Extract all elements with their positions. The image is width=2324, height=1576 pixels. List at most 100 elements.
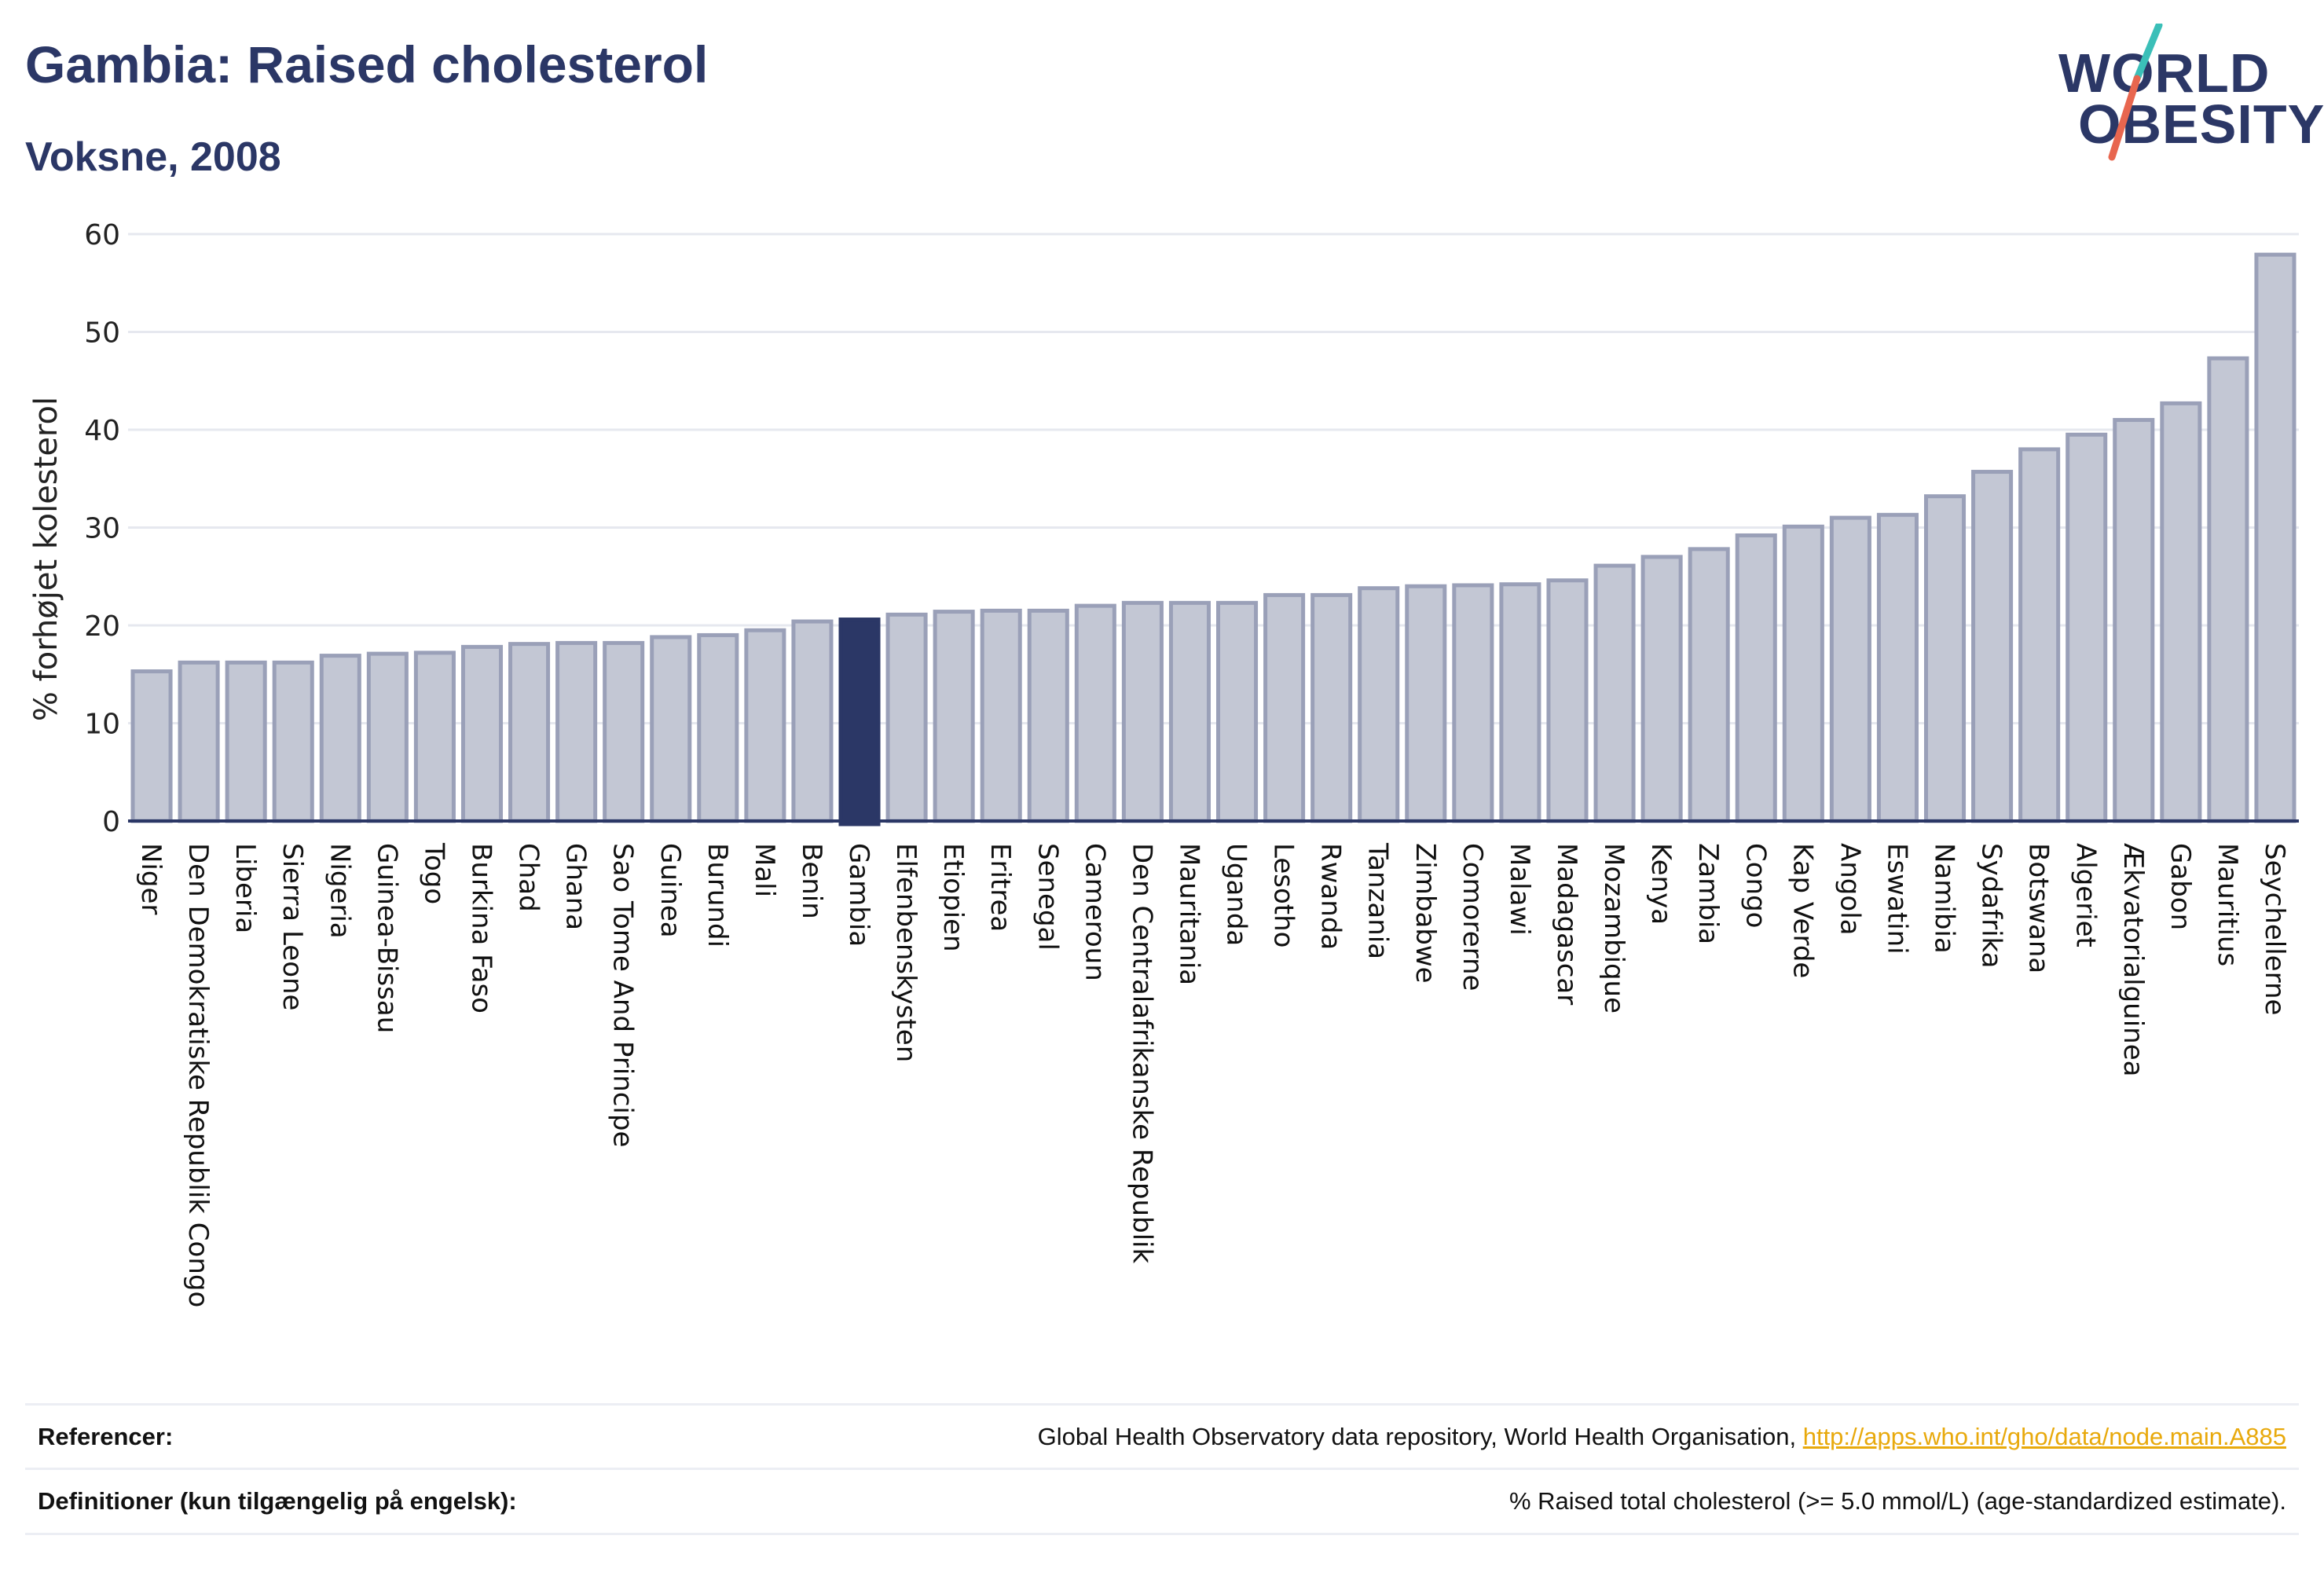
x-tick-label: Cameroun <box>1079 843 1110 981</box>
x-tick-label: Burundi <box>702 843 733 947</box>
x-tick-label: Congo <box>1739 843 1771 928</box>
x-tick-label: Mali <box>749 843 780 897</box>
x-tick-label: Kap Verde <box>1787 843 1818 978</box>
bar <box>555 640 598 823</box>
bar <box>366 651 409 823</box>
x-tick-label: Niger <box>135 843 167 914</box>
y-tick-label: 0 <box>102 806 120 838</box>
x-tick-label: Burkina Faso <box>465 843 497 1013</box>
x-tick-label: Guinea <box>654 843 686 938</box>
y-tick-label: 40 <box>84 415 120 447</box>
bar <box>650 635 692 823</box>
definitions-row: Definitioner (kun tilgængelig på engelsk… <box>25 1468 2299 1535</box>
references-label: Referencer: <box>38 1423 174 1450</box>
bar <box>1876 512 1919 823</box>
logo-line-1: WORLD <box>2058 42 2271 104</box>
x-tick-label: Nigeria <box>324 843 355 939</box>
bar <box>413 651 456 823</box>
x-tick-label: Seychellerne <box>2259 843 2290 1015</box>
references-row: Referencer: Global Health Observatory da… <box>25 1403 2299 1468</box>
x-tick-label: Togo <box>418 842 449 904</box>
x-tick-label: Chad <box>513 843 544 912</box>
bar <box>1593 563 1636 823</box>
x-tick-label: Gambia <box>843 843 874 947</box>
bar <box>1546 578 1589 823</box>
bar <box>130 669 173 823</box>
x-tick-label: Botswana <box>2023 843 2055 973</box>
bar <box>1452 583 1494 823</box>
references-value: Global Health Observatory data repositor… <box>1038 1423 2299 1451</box>
chart-subtitle: Voksne, 2008 <box>25 134 281 180</box>
x-tick-label: Rwanda <box>1315 843 1347 950</box>
x-tick-label: Mozambique <box>1598 843 1629 1013</box>
x-tick-label: Angola <box>1834 843 1865 935</box>
x-tick-label: Uganda <box>1221 843 1252 946</box>
bar <box>603 640 645 823</box>
x-tick-label: Den Demokratiske Republik Congo <box>182 843 214 1307</box>
x-tick-label: Senegal <box>1032 843 1063 951</box>
x-tick-label: Eswatini <box>1881 843 1912 955</box>
bar <box>2207 356 2249 823</box>
x-tick-label: Den Centralafrikanske Republik <box>1126 843 1157 1263</box>
x-tick-label: Ækvatorialguinea <box>2117 843 2149 1076</box>
y-axis-title: % forhøjet kolesterol <box>28 397 64 721</box>
x-tick-label: Liberia <box>229 843 261 933</box>
x-tick-label: Zimbabwe <box>1409 843 1441 984</box>
x-tick-label: Elfenbenskysten <box>890 843 922 1062</box>
x-tick-label: Sydafrika <box>1976 843 2007 968</box>
tick-labels: 0 10 20 30 40 50 60 % forhøjet kolesterol Niger D… <box>28 219 2290 1307</box>
bar <box>933 610 975 823</box>
bar <box>1263 592 1306 823</box>
bar <box>1121 600 1164 823</box>
x-tick-label: Guinea-Bissau <box>371 843 402 1033</box>
x-tick-label: Comorerne <box>1457 843 1488 991</box>
x-tick-label: Etiopien <box>937 843 969 952</box>
bar <box>1971 470 2014 823</box>
bar <box>1358 586 1400 823</box>
x-tick-label: Mauritius <box>2212 843 2243 966</box>
bar <box>744 628 786 823</box>
y-tick-label: 10 <box>84 709 120 741</box>
bar <box>1782 524 1824 823</box>
bar <box>2160 401 2202 823</box>
x-tick-label: Malawi <box>1504 843 1535 936</box>
bar-highlight <box>838 618 881 826</box>
x-tick-label: Ghana <box>560 843 592 930</box>
x-tick-label: Madagascar <box>1551 843 1582 1005</box>
y-tick-label: 50 <box>84 317 120 350</box>
bar <box>980 608 1022 823</box>
bars <box>130 252 2297 826</box>
x-tick-label: Kenya <box>1645 843 1677 925</box>
x-tick-label: Eritrea <box>984 843 1016 932</box>
bar <box>1405 584 1447 823</box>
definitions-value: % Raised total cholesterol (>= 5.0 mmol/… <box>1508 1487 2286 1515</box>
bar <box>791 619 834 823</box>
bar <box>1216 600 1259 823</box>
x-tick-label: Gabon <box>2165 843 2196 930</box>
world-obesity-logo: WORLD OBESITY <box>2043 24 2324 173</box>
x-tick-label: Sao Tome And Principe <box>607 843 639 1147</box>
definitions-label: Definitioner (kun tilgængelig på engelsk… <box>38 1487 517 1515</box>
y-tick-label: 20 <box>84 610 120 643</box>
bar <box>319 654 361 823</box>
references-text: Global Health Observatory data repositor… <box>1037 1423 1797 1450</box>
logo-slash-icon <box>2108 24 2163 161</box>
bar <box>697 632 739 823</box>
x-tick-label: Tanzania <box>1362 842 1394 959</box>
x-tick-label: Lesotho <box>1268 843 1299 947</box>
bar <box>1310 592 1353 823</box>
bar <box>1074 603 1116 823</box>
bar <box>1168 600 1211 823</box>
y-tick-label: 30 <box>84 513 120 545</box>
x-tick-label: Namibia <box>1929 843 1960 954</box>
bar <box>460 644 504 823</box>
bar <box>225 660 267 823</box>
x-tick-label: Sierra Leone <box>277 843 308 1010</box>
bar <box>885 612 928 823</box>
references-link[interactable]: http://apps.who.int/gho/data/node.main.A… <box>1802 1423 2286 1450</box>
y-tick-label: 60 <box>84 219 120 251</box>
bar <box>1829 515 1871 823</box>
chart-title: Gambia: Raised cholesterol <box>25 35 709 93</box>
bar <box>1027 608 1069 823</box>
x-tick-label: Mauritania <box>1173 843 1204 985</box>
